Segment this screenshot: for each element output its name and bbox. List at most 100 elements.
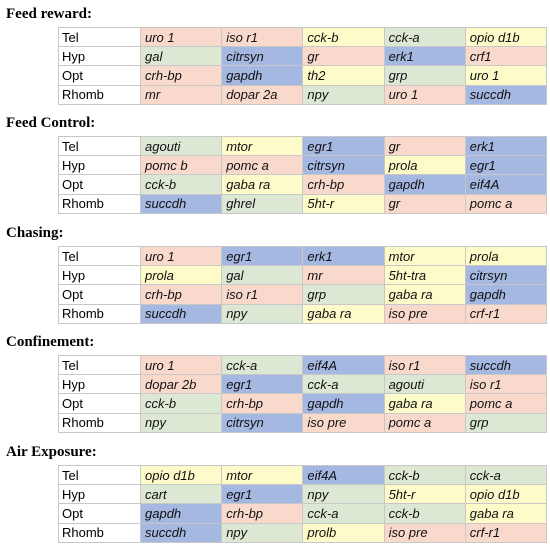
gene-cell: opio d1b <box>139 464 223 486</box>
row-label: Rhomb <box>58 303 141 324</box>
gene-cell: gapdh <box>383 174 466 195</box>
gene-cell: cck-a <box>221 354 304 376</box>
gene-cell: iso r1 <box>221 26 304 48</box>
table-row: Tel uro 1 egr1 erk1 mtor prola <box>58 245 547 267</box>
gene-cell: prola <box>383 155 466 176</box>
table-row: Tel uro 1 iso r1 cck-b cck-a opio d1b <box>58 26 547 48</box>
gene-cell: uro 1 <box>139 354 223 376</box>
gene-cell: cck-b <box>139 174 223 195</box>
gene-cell: mr <box>302 265 385 286</box>
gene-cell: citrsyn <box>464 265 547 286</box>
gene-cell: erk1 <box>383 46 466 67</box>
table-row: Opt gapdh crh-bp cck-a cck-b gaba ra <box>58 503 547 524</box>
row-label: Hyp <box>58 265 141 286</box>
gene-cell: npy <box>221 303 304 324</box>
gene-cell: npy <box>221 522 304 543</box>
gene-cell: succdh <box>464 354 547 376</box>
table-row: Hyp gal citrsyn gr erk1 crf1 <box>58 46 547 67</box>
gene-cell: mtor <box>221 135 304 157</box>
row-label: Tel <box>58 26 141 48</box>
row-label: Rhomb <box>58 412 141 433</box>
gene-cell: cck-a <box>302 374 385 395</box>
gene-cell: erk1 <box>464 135 547 157</box>
table-row: Rhomb succdh npy prolb iso pre crf-r1 <box>58 522 547 543</box>
gene-cell: prola <box>464 245 547 267</box>
gene-cell: citrsyn <box>221 46 304 67</box>
row-label: Tel <box>58 354 141 376</box>
gene-cell: uro 1 <box>139 26 223 48</box>
expression-table: Tel agouti mtor egr1 gr erk1 Hyp pomc b pomc a ci… <box>58 135 547 214</box>
gene-cell: eif4A <box>464 174 547 195</box>
table-row: Hyp prola gal mr 5ht-tra citrsyn <box>58 265 547 286</box>
gene-cell: pomc a <box>464 193 547 214</box>
gene-cell: citrsyn <box>302 155 385 176</box>
gene-cell: citrsyn <box>221 412 304 433</box>
gene-cell: egr1 <box>221 245 304 267</box>
section-title: Confinement: <box>6 334 95 350</box>
gene-cell: crf-r1 <box>464 303 547 324</box>
row-label: Hyp <box>58 374 141 395</box>
section-title: Feed Control: <box>6 115 96 131</box>
gene-cell: crh-bp <box>221 503 304 524</box>
section-title: Chasing: <box>6 225 64 241</box>
gene-cell: dopar 2b <box>139 374 223 395</box>
gene-cell: cck-b <box>383 464 466 486</box>
gene-cell: pomc a <box>464 393 547 414</box>
gene-cell: npy <box>302 484 385 505</box>
row-label: Tel <box>58 464 141 486</box>
gene-cell: cck-b <box>302 26 385 48</box>
gene-cell: iso r1 <box>383 354 466 376</box>
gene-cell: crf1 <box>464 46 547 67</box>
gene-cell: 5ht-r <box>302 193 385 214</box>
gene-cell: cck-b <box>383 503 466 524</box>
table-row: Tel agouti mtor egr1 gr erk1 <box>58 135 547 157</box>
gene-cell: iso r1 <box>221 284 304 305</box>
gene-cell: cck-a <box>464 464 547 486</box>
gene-cell: grp <box>383 65 466 86</box>
gene-cell: iso pre <box>383 522 466 543</box>
row-label: Hyp <box>58 46 141 67</box>
gene-cell: succdh <box>139 303 223 324</box>
gene-cell: agouti <box>139 135 223 157</box>
gene-cell: iso pre <box>302 412 385 433</box>
section-title: Feed reward: <box>6 6 92 22</box>
expression-table: Tel uro 1 egr1 erk1 mtor prola Hyp prola gal mr 5h… <box>58 245 547 324</box>
gene-cell: prola <box>139 265 223 286</box>
gene-cell: mtor <box>383 245 466 267</box>
table-row: Tel opio d1b mtor eif4A cck-b cck-a <box>58 464 547 486</box>
gene-cell: gaba ra <box>302 303 385 324</box>
gene-cell: 5ht-tra <box>383 265 466 286</box>
table-row: Rhomb npy citrsyn iso pre pomc a grp <box>58 412 547 433</box>
table-row: Opt crh-bp iso r1 grp gaba ra gapdh <box>58 284 547 305</box>
gene-cell: gapdh <box>221 65 304 86</box>
gene-cell: egr1 <box>221 374 304 395</box>
gene-cell: ghrel <box>221 193 304 214</box>
gene-cell: 5ht-r <box>383 484 466 505</box>
table-row: Rhomb succdh ghrel 5ht-r gr pomc a <box>58 193 547 214</box>
gene-cell: succdh <box>139 522 223 543</box>
row-label: Hyp <box>58 155 141 176</box>
table-row: Opt cck-b gaba ra crh-bp gapdh eif4A <box>58 174 547 195</box>
gene-cell: pomc a <box>221 155 304 176</box>
row-label: Hyp <box>58 484 141 505</box>
gene-cell: opio d1b <box>464 484 547 505</box>
row-label: Rhomb <box>58 193 141 214</box>
gene-cell: pomc b <box>139 155 223 176</box>
row-label: Tel <box>58 135 141 157</box>
gene-cell: egr1 <box>221 484 304 505</box>
gene-cell: succdh <box>464 84 547 105</box>
gene-cell: gapdh <box>302 393 385 414</box>
gene-cell: agouti <box>383 374 466 395</box>
gene-cell: uro 1 <box>139 245 223 267</box>
gene-cell: eif4A <box>302 464 385 486</box>
gene-cell: gaba ra <box>464 503 547 524</box>
gene-cell: crh-bp <box>221 393 304 414</box>
row-label: Opt <box>58 65 141 86</box>
table-row: Rhomb succdh npy gaba ra iso pre crf-r1 <box>58 303 547 324</box>
gene-cell: gr <box>383 135 466 157</box>
gene-cell: crh-bp <box>139 284 223 305</box>
row-label: Opt <box>58 393 141 414</box>
gene-cell: npy <box>302 84 385 105</box>
gene-cell: crf-r1 <box>464 522 547 543</box>
gene-cell: gal <box>221 265 304 286</box>
